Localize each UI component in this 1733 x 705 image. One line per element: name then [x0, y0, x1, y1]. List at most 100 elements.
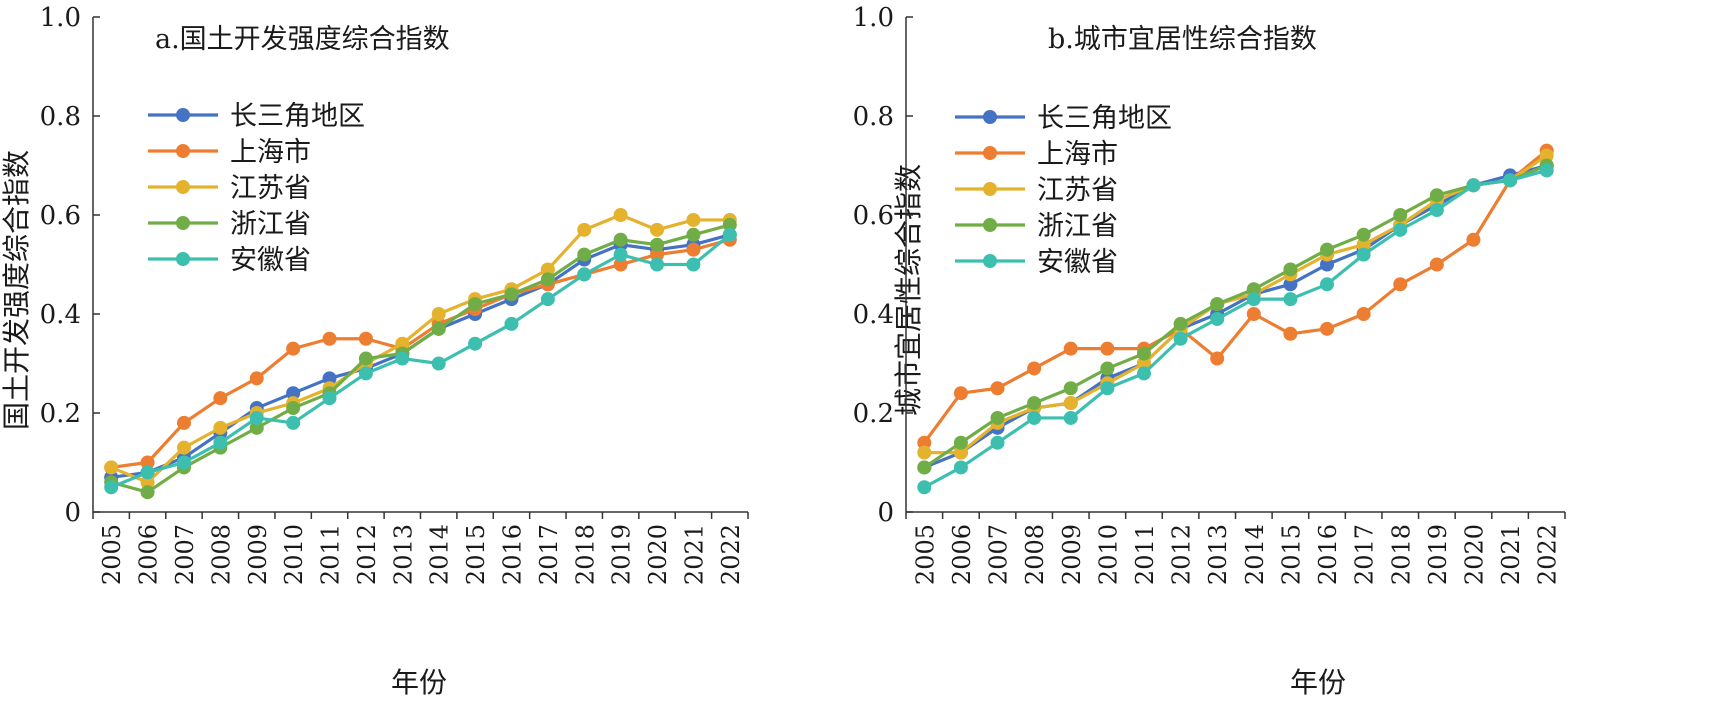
- data-point: [917, 435, 932, 450]
- data-point: [322, 371, 337, 386]
- legend-label: 长三角地区: [1037, 103, 1172, 134]
- data-point: [395, 351, 410, 366]
- data-point: [1136, 356, 1151, 371]
- data-point: [990, 435, 1005, 450]
- x-tick-label: 2014: [426, 524, 454, 585]
- data-point: [286, 415, 301, 430]
- data-point: [1283, 277, 1298, 292]
- data-point: [1320, 321, 1335, 336]
- x-tick-label: 2009: [1058, 524, 1086, 585]
- data-point: [1063, 410, 1078, 425]
- y-tick-label: 0.6: [853, 201, 894, 231]
- x-tick-label: 2020: [1460, 524, 1488, 585]
- data-point: [1539, 163, 1554, 178]
- axes: 0 0.2 0.4 0.6 0.8 1.0 2005 2006 2007 2008 2009 2010…: [40, 3, 749, 585]
- data-point: [1429, 188, 1444, 203]
- y-tick-label: 0: [877, 498, 894, 528]
- legend-label: 长三角地区: [230, 101, 365, 132]
- data-point: [990, 410, 1005, 425]
- data-point: [1283, 326, 1298, 341]
- data-point: [1210, 351, 1225, 366]
- legend-swatch-marker: [983, 110, 997, 124]
- x-tick-label: 2017: [535, 524, 563, 585]
- x-tick-label: 2015: [462, 524, 490, 585]
- legend-label: 安徽省: [230, 245, 311, 276]
- data-point: [504, 287, 519, 302]
- data-point: [358, 331, 373, 346]
- data-point: [1100, 381, 1115, 396]
- data-point: [395, 336, 410, 351]
- x-tick-label: 2006: [135, 524, 163, 585]
- data-point: [286, 341, 301, 356]
- data-point: [917, 460, 932, 475]
- x-tick-label: 2022: [1534, 524, 1562, 585]
- x-tick-label: 2010: [1094, 524, 1122, 585]
- x-axis-label: 年份: [391, 666, 447, 699]
- legend-swatch-marker: [176, 144, 190, 158]
- data-point: [1100, 361, 1115, 376]
- legend-label: 江苏省: [1037, 175, 1118, 206]
- data-point: [1246, 307, 1261, 321]
- chart-title: b.城市宜居性综合指数: [1048, 24, 1317, 55]
- data-point: [990, 381, 1005, 396]
- x-tick-label: 2011: [1131, 524, 1159, 585]
- x-tick-label: 2014: [1241, 524, 1269, 585]
- x-tick-label: 2011: [317, 524, 345, 585]
- data-point: [1356, 307, 1371, 321]
- data-point: [1173, 331, 1188, 346]
- x-tick-label: 2013: [389, 524, 417, 585]
- data-point: [650, 257, 665, 272]
- data-point: [358, 366, 373, 381]
- data-point: [176, 440, 191, 455]
- data-point: [249, 371, 264, 386]
- data-point: [650, 237, 665, 252]
- x-tick-label: 2010: [280, 524, 308, 585]
- legend-label: 浙江省: [1037, 211, 1118, 242]
- y-tick-label: 0.8: [853, 102, 894, 132]
- legend-swatch-marker: [176, 216, 190, 230]
- x-tick-label: 2012: [353, 524, 381, 585]
- x-tick-label: 2009: [244, 524, 272, 585]
- data-point: [613, 247, 628, 262]
- data-point: [1210, 311, 1225, 326]
- data-point: [1283, 292, 1298, 307]
- data-point: [1063, 396, 1078, 411]
- data-point: [1246, 282, 1261, 297]
- data-point: [1356, 237, 1371, 252]
- data-point: [686, 242, 701, 257]
- data-point: [286, 401, 301, 416]
- data-point: [540, 262, 555, 277]
- data-point: [1027, 410, 1042, 425]
- legend-swatch-marker: [983, 218, 997, 232]
- data-point: [1539, 148, 1554, 163]
- x-tick-label: 2021: [680, 524, 708, 585]
- y-tick-label: 0.4: [853, 300, 894, 330]
- data-point: [358, 351, 373, 366]
- series-line: [110, 233, 731, 479]
- data-point: [1027, 361, 1042, 376]
- data-point: [686, 212, 701, 227]
- data-point: [1466, 232, 1481, 247]
- data-point: [431, 356, 446, 371]
- data-point: [953, 445, 968, 460]
- series-line: [923, 163, 1548, 469]
- chart-title: a.国土开发强度综合指数: [155, 24, 450, 55]
- legend-swatch-marker: [983, 146, 997, 160]
- axes: 0 0.2 0.4 0.6 0.8 1.0 2005 2006 2007 2008 2009 2010…: [853, 3, 1566, 585]
- legend-swatch-marker: [176, 252, 190, 266]
- data-point: [1320, 257, 1335, 272]
- x-tick-label: 2006: [948, 524, 976, 585]
- data-point: [577, 267, 592, 282]
- data-point: [1393, 208, 1408, 222]
- data-point: [577, 222, 592, 237]
- x-tick-label: 2018: [1387, 524, 1415, 585]
- data-point: [540, 272, 555, 287]
- series-layer: [104, 208, 737, 500]
- legend-swatch-marker: [983, 254, 997, 268]
- series-line: [110, 233, 731, 489]
- data-point: [1320, 242, 1335, 257]
- x-tick-label: 2022: [717, 524, 745, 585]
- x-tick-label: 2019: [1424, 524, 1452, 585]
